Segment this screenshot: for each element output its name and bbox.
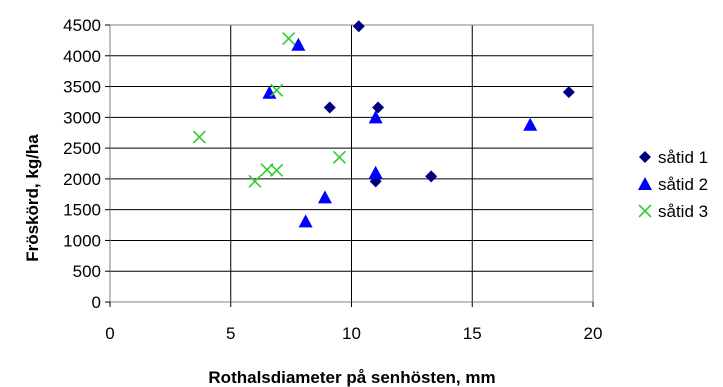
data-points (192, 20, 575, 228)
x-tick-label: 0 (105, 324, 114, 343)
legend: såtid 1 såtid 2 såtid 3 (638, 148, 708, 221)
data-point-cross (282, 31, 296, 46)
y-axis-ticks: 0 500 1000 1500 2000 2500 3000 3500 4000 4500 (63, 16, 110, 312)
legend-item: såtid 2 (638, 175, 708, 194)
y-tick-label: 2000 (63, 170, 101, 189)
x-tick-label: 20 (584, 324, 603, 343)
data-point-cross (248, 174, 262, 188)
data-point-triangle (262, 85, 277, 99)
y-axis-title: Fröskörd, kg/ha (23, 134, 42, 262)
x-tick-label: 5 (226, 324, 235, 343)
y-tick-label: 1500 (63, 201, 101, 220)
y-tick-label: 500 (73, 262, 101, 281)
grid-lines (109, 24, 594, 303)
y-tick-label: 3000 (63, 108, 101, 127)
legend-label: såtid 2 (658, 175, 708, 194)
data-point-triangle (298, 214, 313, 228)
y-tick-label: 4500 (63, 16, 101, 35)
legend-item: såtid 3 (638, 202, 708, 221)
data-point-triangle (317, 190, 332, 204)
legend-marker-triangle (638, 177, 652, 190)
data-point-cross (270, 83, 284, 97)
legend-marker-diamond (639, 151, 651, 163)
legend-item: såtid 1 (639, 148, 708, 167)
data-point-cross (192, 130, 206, 144)
x-tick-label: 10 (342, 324, 361, 343)
data-point-triangle (368, 165, 383, 179)
data-point-diamond (562, 86, 575, 99)
x-axis-title: Rothalsdiameter på senhösten, mm (208, 368, 495, 387)
legend-label: såtid 3 (658, 202, 708, 221)
data-point-triangle (291, 37, 306, 51)
y-tick-label: 3500 (63, 78, 101, 97)
data-point-triangle (368, 110, 383, 124)
legend-marker-cross (638, 204, 652, 218)
data-point-cross (332, 150, 346, 164)
legend-label: såtid 1 (658, 148, 708, 167)
y-tick-label: 1000 (63, 231, 101, 250)
x-axis-ticks: 0 5 10 15 20 (105, 302, 602, 343)
x-tick-label: 15 (463, 324, 482, 343)
y-tick-label: 2500 (63, 139, 101, 158)
data-point-triangle (523, 117, 538, 131)
data-point-diamond (372, 101, 385, 114)
data-point-diamond (352, 20, 365, 33)
y-tick-label: 0 (92, 293, 101, 312)
data-point-diamond (425, 170, 438, 183)
data-point-cross (270, 163, 284, 177)
y-tick-label: 4000 (63, 47, 101, 66)
data-point-diamond (323, 101, 336, 114)
